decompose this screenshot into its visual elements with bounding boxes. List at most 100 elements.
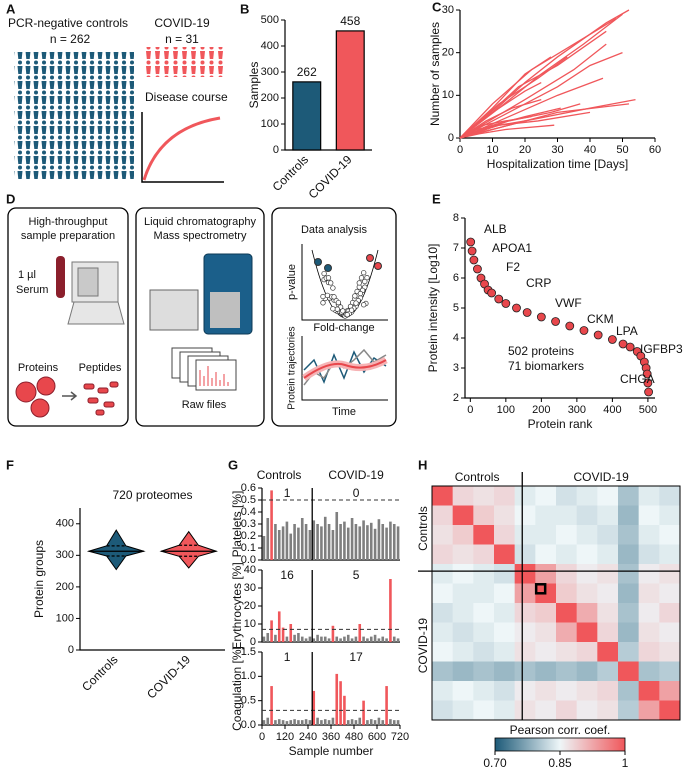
panel-label: A	[6, 1, 16, 16]
heat-cell	[535, 681, 557, 701]
heat-cell	[535, 544, 557, 565]
bar	[274, 720, 277, 725]
heat-cell	[618, 564, 639, 584]
point	[536, 312, 546, 322]
bar	[373, 720, 377, 725]
volcano-dot	[352, 293, 358, 299]
heat-cell	[452, 564, 474, 584]
heat-cell	[535, 564, 557, 584]
volcano-dot	[320, 300, 326, 306]
heat-cell	[432, 661, 453, 682]
heat-cell	[638, 525, 660, 545]
heat-cell	[452, 642, 474, 662]
y-tick-label: 500	[261, 14, 279, 26]
heat-cell	[597, 583, 619, 604]
x-tick-label: COVID-19	[144, 652, 193, 701]
x-tick-label: Controls	[270, 152, 311, 193]
heat-cell	[576, 642, 598, 662]
point	[494, 294, 504, 304]
y-tick-label: 300	[56, 549, 74, 561]
y-tick-label: 8	[453, 212, 459, 224]
bar	[335, 512, 339, 560]
group-label: Controls	[455, 470, 500, 484]
x-axis-label: Sample number	[289, 744, 374, 758]
y-tick-label: 0.3	[241, 518, 256, 530]
y-tick-label: 300	[261, 66, 279, 78]
colorbar-tick-label: 0.85	[548, 756, 572, 770]
bar	[373, 634, 377, 642]
ms	[210, 292, 240, 328]
y-tick-label: 20	[244, 600, 256, 612]
heat-cell	[618, 583, 639, 604]
y-tick-label: 0	[273, 144, 279, 156]
heat-cell	[473, 583, 495, 604]
heat-cell	[432, 525, 453, 545]
y-tick-label: 30	[442, 4, 454, 16]
volcano-dot	[335, 299, 342, 306]
heat-cell	[576, 603, 598, 623]
heat-cell	[473, 661, 495, 682]
annotation: APOA1	[492, 241, 532, 255]
group-label: COVID-19	[573, 470, 629, 484]
panel-label: D	[6, 191, 15, 206]
y-tick-label: 20	[442, 47, 454, 59]
bar	[358, 717, 362, 725]
bar	[323, 636, 327, 642]
x-tick-label: 240	[299, 731, 317, 743]
point	[551, 317, 560, 326]
heat-cell	[514, 583, 536, 604]
heat-cell	[618, 622, 639, 643]
peptides	[83, 381, 119, 416]
heat-cell	[452, 700, 474, 721]
x-tick-label: Controls	[79, 652, 120, 693]
x-tick-label: 20	[519, 144, 531, 156]
bar	[293, 524, 296, 560]
volcano-dot	[356, 280, 362, 286]
point	[469, 255, 479, 265]
heat-cell	[473, 525, 495, 545]
heat-cell	[576, 661, 598, 682]
heat-cell	[659, 544, 681, 565]
series-line	[459, 103, 581, 139]
bar	[312, 520, 316, 560]
bar	[331, 625, 335, 642]
volcano-dot	[348, 307, 355, 313]
cohort-label: COVID-19	[154, 16, 210, 30]
heat-cell	[514, 544, 536, 565]
panel-label: H	[418, 457, 427, 472]
bar	[392, 524, 396, 560]
lc	[149, 289, 199, 331]
panel-label: E	[432, 191, 441, 206]
heat-cell	[597, 642, 619, 662]
bar	[312, 690, 316, 725]
heat-cell	[452, 681, 474, 701]
heat-cell	[432, 583, 453, 604]
point	[487, 288, 497, 298]
y-tick-label: 5	[453, 302, 459, 314]
heat-cell	[514, 681, 536, 701]
volcano-dot	[340, 308, 346, 314]
bar	[369, 719, 373, 725]
box-title: Mass spectrometry	[154, 230, 247, 242]
outlier-count: 16	[280, 568, 294, 582]
violin	[159, 530, 218, 569]
box-title: Data analysis	[301, 224, 368, 236]
bar	[289, 720, 293, 725]
curve-label: Disease course	[145, 90, 228, 104]
heat-cell	[473, 564, 495, 584]
heat-cell	[432, 544, 453, 565]
bar	[281, 526, 285, 560]
bar	[262, 536, 266, 560]
heat-cell	[576, 583, 598, 604]
y-axis-label: Platelets [%]	[230, 491, 244, 558]
y-tick-label: 0.2	[241, 530, 256, 542]
protein	[30, 398, 50, 418]
bar	[266, 717, 270, 725]
heat-cell	[432, 564, 453, 584]
tube	[56, 256, 65, 298]
heat-cell	[659, 681, 681, 701]
heat-cell	[535, 505, 557, 526]
label: Protein trajectories	[287, 326, 298, 409]
volcano-dot	[328, 280, 334, 286]
x-tick-label: 300	[568, 404, 586, 416]
